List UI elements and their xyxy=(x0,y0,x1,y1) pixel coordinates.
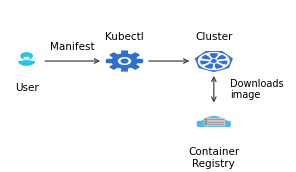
Circle shape xyxy=(21,53,32,59)
FancyBboxPatch shape xyxy=(197,121,230,126)
Circle shape xyxy=(199,53,229,69)
Circle shape xyxy=(206,117,222,125)
Text: User: User xyxy=(15,83,38,93)
Text: Manifest: Manifest xyxy=(50,42,95,52)
Circle shape xyxy=(205,123,207,124)
Circle shape xyxy=(223,65,226,66)
Circle shape xyxy=(199,121,207,126)
Wedge shape xyxy=(19,61,35,65)
Circle shape xyxy=(218,54,221,55)
Text: Downloads
image: Downloads image xyxy=(230,79,283,100)
Polygon shape xyxy=(107,51,142,71)
Circle shape xyxy=(205,119,207,120)
Circle shape xyxy=(226,59,228,60)
Circle shape xyxy=(202,65,205,66)
Text: Cluster: Cluster xyxy=(195,32,233,42)
FancyBboxPatch shape xyxy=(204,118,224,120)
Circle shape xyxy=(221,121,229,126)
Circle shape xyxy=(213,68,215,69)
Circle shape xyxy=(215,119,226,125)
Circle shape xyxy=(202,119,213,126)
Circle shape xyxy=(212,60,216,62)
Text: Kubectl: Kubectl xyxy=(105,32,144,42)
Circle shape xyxy=(119,58,131,64)
Circle shape xyxy=(121,59,128,63)
Circle shape xyxy=(200,59,202,60)
Circle shape xyxy=(210,59,218,63)
Polygon shape xyxy=(24,58,29,60)
FancyBboxPatch shape xyxy=(204,123,224,125)
FancyBboxPatch shape xyxy=(204,121,224,123)
Text: Container
Registry: Container Registry xyxy=(188,147,239,169)
Circle shape xyxy=(205,121,207,122)
Polygon shape xyxy=(196,52,232,71)
Circle shape xyxy=(207,54,209,55)
Circle shape xyxy=(201,54,227,68)
